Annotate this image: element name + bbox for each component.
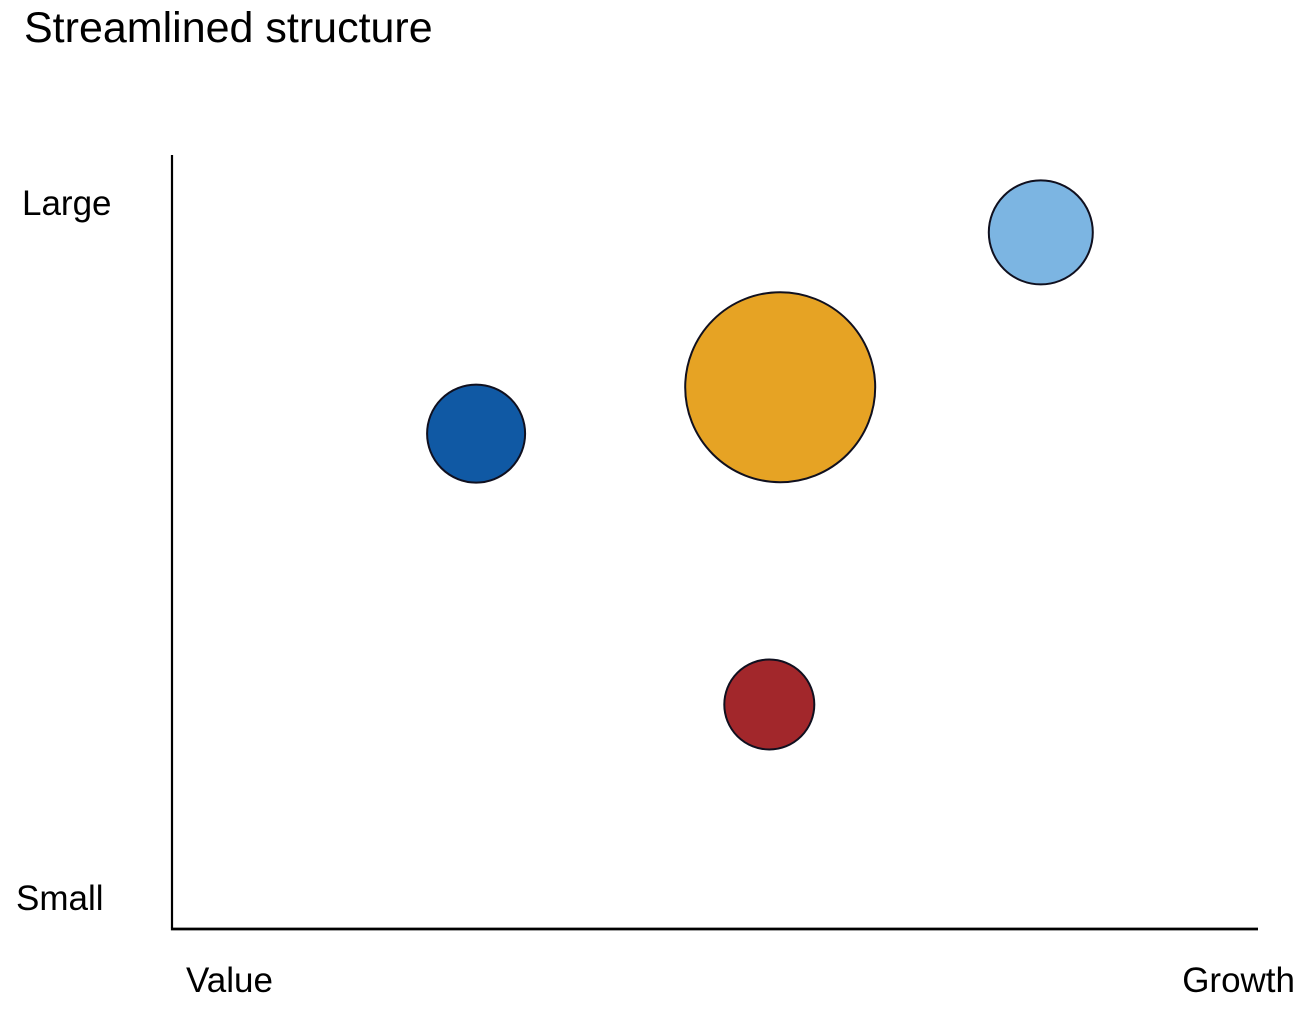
x-axis-right-label: Growth: [1182, 961, 1295, 1000]
dark-red-bubble: [723, 658, 816, 751]
orange-bubble: [684, 291, 877, 484]
x-axis-left-label: Value: [186, 961, 273, 1000]
dark-blue-bubble: [426, 383, 527, 484]
light-blue-bubble: [987, 179, 1094, 286]
chart-title: Streamlined structure: [24, 4, 433, 52]
y-axis-top-label: Large: [22, 184, 112, 223]
y-axis-bottom-label: Small: [16, 879, 104, 918]
bubble-group: [426, 179, 1094, 751]
